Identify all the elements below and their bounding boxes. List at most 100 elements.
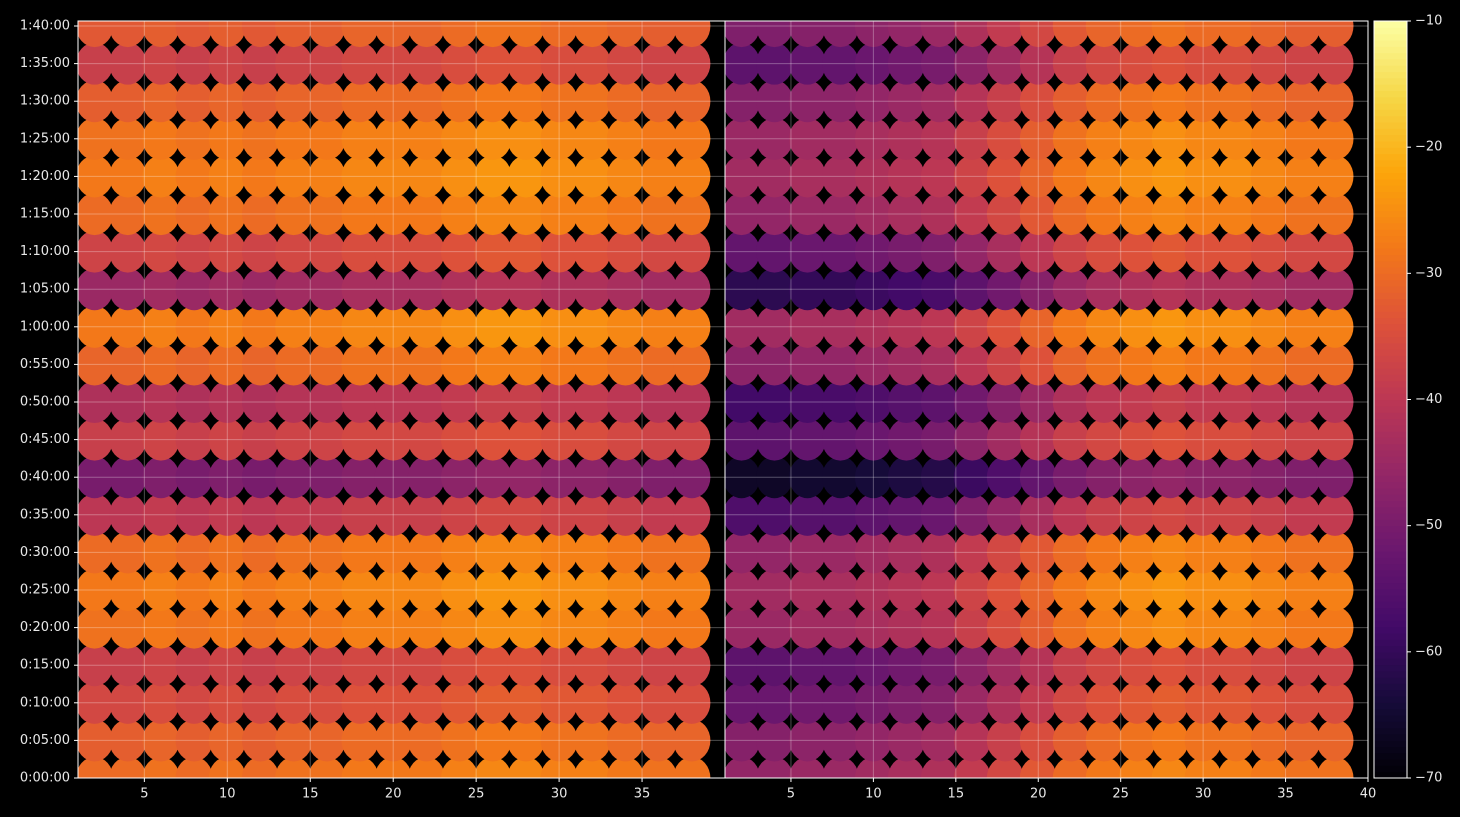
cell bbox=[673, 42, 711, 85]
cell bbox=[640, 343, 678, 386]
cell bbox=[953, 117, 991, 160]
cell bbox=[854, 493, 892, 536]
cell bbox=[725, 268, 760, 311]
cell bbox=[1118, 719, 1156, 762]
cell bbox=[407, 644, 445, 687]
cell bbox=[78, 568, 114, 612]
cell bbox=[507, 21, 545, 48]
colorbar-segment bbox=[1374, 664, 1407, 672]
cell bbox=[756, 756, 793, 778]
cell bbox=[573, 42, 611, 85]
x-tick-label: 20 bbox=[1030, 787, 1047, 802]
cell bbox=[920, 756, 958, 778]
cell bbox=[474, 531, 512, 574]
colorbar-segment bbox=[1374, 765, 1407, 773]
cell bbox=[1316, 230, 1354, 273]
cell bbox=[755, 305, 793, 348]
cell bbox=[788, 230, 826, 273]
cell bbox=[275, 568, 313, 612]
cell bbox=[920, 531, 958, 574]
cell bbox=[1283, 305, 1321, 348]
cell bbox=[208, 568, 246, 612]
colorbar-segment bbox=[1374, 689, 1407, 697]
cell bbox=[175, 80, 213, 123]
colorbar-segment bbox=[1374, 405, 1407, 413]
cell bbox=[755, 493, 793, 536]
cell bbox=[241, 192, 280, 236]
cell bbox=[241, 606, 280, 649]
cell bbox=[854, 568, 892, 612]
cell bbox=[507, 230, 545, 273]
cell bbox=[1151, 230, 1189, 273]
cell bbox=[1184, 380, 1222, 424]
cell bbox=[1184, 21, 1222, 48]
cell bbox=[78, 42, 114, 85]
cell bbox=[440, 418, 479, 461]
cell bbox=[208, 117, 246, 160]
colorbar-segment bbox=[1374, 771, 1407, 779]
cell bbox=[175, 531, 213, 574]
cell bbox=[308, 456, 346, 499]
cell bbox=[308, 756, 346, 778]
cell bbox=[673, 192, 711, 236]
cell bbox=[725, 606, 760, 649]
colorbar-segment bbox=[1374, 260, 1407, 268]
cell bbox=[241, 343, 280, 386]
cell bbox=[507, 117, 545, 160]
cell bbox=[1118, 268, 1156, 311]
cell bbox=[640, 606, 678, 649]
cell bbox=[1118, 756, 1156, 778]
colorbar-segment bbox=[1374, 733, 1407, 741]
cell bbox=[854, 343, 892, 386]
cell bbox=[341, 531, 379, 574]
cell bbox=[1250, 681, 1288, 724]
cell bbox=[78, 380, 114, 424]
cell bbox=[1250, 343, 1288, 386]
y-tick-label: 1:00:00 bbox=[20, 319, 70, 334]
cell bbox=[1217, 568, 1255, 612]
cell bbox=[673, 268, 711, 311]
cell bbox=[953, 268, 991, 311]
colorbar-segment bbox=[1374, 727, 1407, 735]
colorbar-segment bbox=[1374, 544, 1407, 552]
x-tick-label: 15 bbox=[302, 787, 319, 802]
cell bbox=[1283, 80, 1321, 123]
cell bbox=[1052, 42, 1090, 85]
cell bbox=[1184, 681, 1222, 724]
y-tick-label: 0:05:00 bbox=[20, 733, 70, 748]
cell bbox=[986, 80, 1024, 123]
cell bbox=[109, 80, 147, 123]
y-tick-label: 1:20:00 bbox=[20, 169, 70, 184]
cell bbox=[1283, 155, 1321, 198]
cell bbox=[341, 493, 379, 536]
colorbar-segment bbox=[1374, 613, 1407, 621]
cell bbox=[1217, 380, 1255, 424]
cell bbox=[606, 80, 645, 123]
y-tick-label: 0:40:00 bbox=[20, 470, 70, 485]
cell bbox=[474, 456, 512, 499]
cell bbox=[573, 192, 611, 236]
cell bbox=[1184, 756, 1222, 778]
cell bbox=[1217, 42, 1255, 85]
cell bbox=[540, 343, 578, 386]
cell bbox=[308, 531, 346, 574]
colorbar-segment bbox=[1374, 677, 1407, 684]
cell bbox=[887, 380, 925, 424]
cell bbox=[109, 230, 147, 273]
cell bbox=[109, 21, 147, 48]
cell bbox=[673, 155, 711, 198]
cell bbox=[474, 606, 512, 649]
cell bbox=[673, 644, 711, 687]
colorbar-segment bbox=[1374, 77, 1407, 85]
cell bbox=[606, 719, 645, 762]
cell bbox=[986, 21, 1024, 48]
cell bbox=[953, 568, 991, 612]
cell bbox=[241, 305, 280, 348]
cell bbox=[208, 21, 246, 48]
cell bbox=[1085, 80, 1123, 123]
cell bbox=[986, 681, 1024, 724]
cell bbox=[1052, 80, 1090, 123]
cell bbox=[1085, 230, 1123, 273]
cell bbox=[606, 681, 645, 724]
